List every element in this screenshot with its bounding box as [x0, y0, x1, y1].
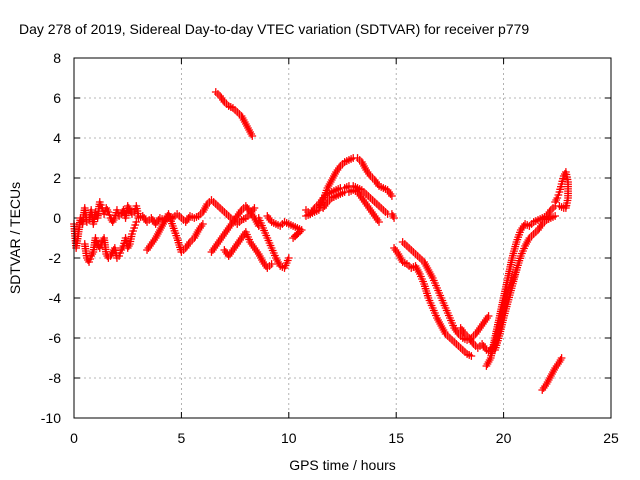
x-axis-label: GPS time / hours	[289, 457, 396, 473]
data-point-marker	[284, 254, 293, 262]
data-point-marker	[97, 201, 105, 209]
data-point-marker	[105, 211, 114, 219]
y-tick-label: -8	[49, 370, 62, 386]
data-point-marker	[557, 354, 566, 362]
data-point-marker	[248, 132, 257, 140]
data-point-marker	[91, 234, 100, 242]
data-point-marker	[390, 214, 398, 222]
chart-title: Day 278 of 2019, Sidereal Day-to-day VTE…	[19, 21, 529, 37]
y-tick-label: -6	[49, 330, 62, 346]
y-tick-label: 4	[53, 130, 61, 146]
data-point-marker	[131, 221, 140, 229]
data-point-marker	[388, 192, 396, 200]
data-point-marker	[554, 191, 563, 199]
y-tick-label: 6	[53, 90, 61, 106]
data-point-marker	[484, 312, 493, 320]
data-point-marker	[115, 252, 123, 260]
x-tick-label: 20	[496, 430, 512, 446]
y-tick-label: -2	[49, 250, 62, 266]
data-points	[70, 88, 572, 394]
data-point-marker	[293, 230, 302, 238]
data-point-marker	[375, 218, 383, 226]
x-tick-label: 15	[388, 430, 404, 446]
data-point-marker	[86, 255, 94, 263]
data-point-marker	[132, 218, 141, 226]
data-point-marker	[92, 237, 101, 245]
data-point-marker	[553, 194, 562, 202]
x-tick-label: 25	[603, 430, 619, 446]
data-point-marker	[128, 230, 136, 238]
plot-frame	[73, 57, 612, 419]
axis-ticks: 0 5 10 15 20 25 -10 -8 -6 -4 -2 0 2 4 6 8	[41, 50, 619, 446]
y-tick-label: -10	[41, 410, 61, 426]
data-point-marker	[199, 220, 207, 228]
data-point-marker	[100, 210, 108, 218]
x-tick-label: 5	[178, 430, 186, 446]
data-point-marker	[95, 244, 104, 252]
data-point-marker	[85, 258, 93, 266]
x-tick-label: 0	[70, 430, 78, 446]
data-point-marker	[551, 212, 560, 220]
data-point-marker	[129, 227, 137, 235]
grid-lines	[74, 58, 611, 418]
data-point-marker	[250, 204, 259, 212]
data-point-marker	[116, 249, 125, 257]
data-point-marker	[95, 198, 104, 206]
data-point-marker	[113, 206, 121, 214]
data-point-marker	[467, 352, 476, 360]
data-point-marker	[267, 260, 276, 268]
x-tick-label: 10	[281, 430, 297, 446]
y-tick-label: -4	[49, 290, 62, 306]
data-point-marker	[130, 224, 138, 232]
y-tick-label: 2	[53, 170, 61, 186]
y-tick-label: 0	[53, 210, 61, 226]
data-point-marker	[104, 208, 113, 216]
y-tick-label: 8	[53, 50, 61, 66]
y-axis-label: SDTVAR / TECUs	[7, 182, 23, 294]
data-point-marker	[114, 209, 122, 217]
data-point-marker	[562, 204, 570, 212]
